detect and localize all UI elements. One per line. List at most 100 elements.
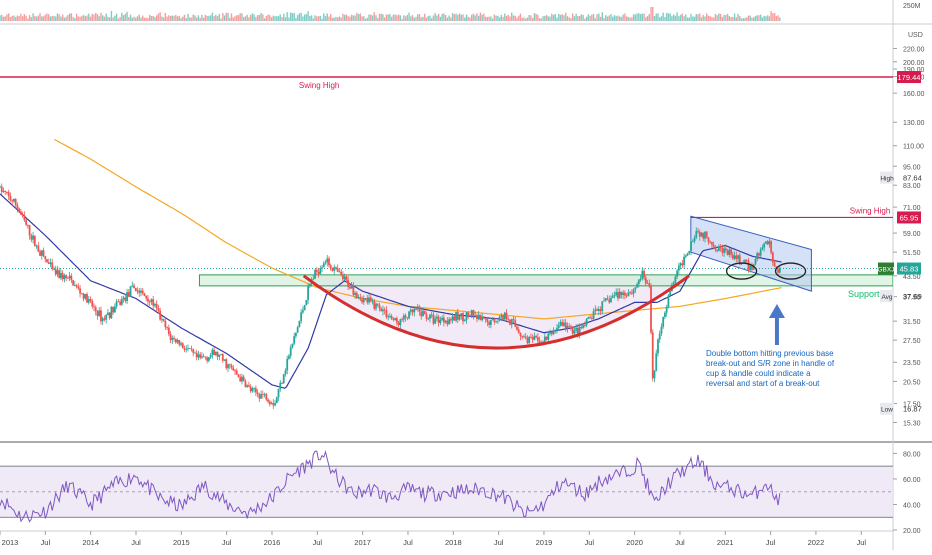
candle-body (65, 275, 68, 278)
price-tick-label: 15.30 (903, 420, 921, 427)
volume-bar (37, 15, 39, 21)
volume-bar (552, 14, 555, 21)
candle-body (415, 308, 417, 310)
candle-body (476, 315, 478, 319)
candle-body (677, 265, 680, 271)
candle-body (472, 310, 475, 316)
volume-bar (171, 15, 174, 21)
candle-body (347, 279, 350, 287)
candle-body (406, 317, 409, 319)
volume-bar (756, 15, 758, 21)
volume-bar (204, 14, 207, 21)
candle-body (528, 336, 531, 344)
volume-bar (458, 13, 461, 21)
volume-bar (417, 14, 419, 21)
support-zone[interactable] (198, 274, 893, 287)
price-tick-label: 110.00 (903, 144, 924, 151)
cup-arc[interactable] (302, 274, 690, 350)
candle-body (644, 277, 647, 284)
volume-bar (502, 16, 504, 21)
candle-body (768, 241, 771, 245)
volume-bar (709, 16, 711, 21)
candle-body (0, 186, 1, 188)
volume-bar (84, 16, 86, 21)
volume-bar (730, 17, 732, 21)
volume-bar (72, 17, 74, 21)
volume-bar (310, 15, 313, 21)
candle-body (416, 306, 419, 309)
candle-body (613, 295, 616, 297)
candle-body (498, 316, 501, 321)
annotation-text-line: cup & handle could indicate a (706, 369, 811, 378)
price-tick-label: 200.00 (903, 60, 925, 67)
candle-body (303, 305, 306, 311)
time-tick-label: Jul (675, 538, 685, 547)
volume-bar (249, 14, 252, 21)
candle-body (80, 293, 83, 295)
volume-bar (49, 16, 52, 21)
volume-bar (326, 13, 328, 21)
volume-bar (39, 13, 41, 21)
swing-high-price-value: 65.95 (900, 213, 919, 222)
volume-bar (450, 17, 452, 21)
candle-body (190, 348, 193, 350)
candle-body (467, 312, 470, 316)
candle-body (301, 310, 304, 313)
ticker-tag-bg (878, 262, 894, 275)
candle-body (122, 297, 125, 300)
volume-bar (385, 14, 388, 21)
volume-bar (712, 17, 715, 21)
candle-body (479, 314, 482, 321)
price-tick-label: 130.00 (903, 120, 925, 127)
avg-tag-label: Avg (881, 294, 892, 301)
volume-bar (95, 12, 97, 21)
volume-bar (749, 15, 751, 21)
candle-body (601, 301, 604, 312)
volume-bar (126, 11, 128, 21)
volume-bar (763, 15, 765, 21)
volume-bar (742, 18, 744, 21)
volume-bar (324, 16, 327, 21)
candle-body (282, 374, 285, 384)
double-bottom-ellipse-2[interactable] (774, 262, 807, 280)
candle-body (761, 247, 764, 250)
high-tag-label: High (880, 176, 894, 183)
candle-body (248, 385, 250, 387)
volume-bar (660, 16, 663, 21)
candle-body (37, 245, 40, 252)
volume-tick-label: 250M (903, 3, 921, 10)
volume-bar (472, 13, 475, 21)
volume-bar (53, 15, 55, 21)
volume-bar (723, 14, 725, 21)
candle-body (249, 386, 252, 392)
candle-body (521, 336, 524, 338)
candle-body (312, 278, 315, 280)
candle-body (274, 403, 276, 406)
candle-body (389, 316, 391, 317)
candle-body (256, 392, 259, 395)
time-tick-label: Jul (584, 538, 594, 547)
double-bottom-ellipse-1[interactable] (725, 262, 758, 280)
volume-bar (759, 14, 762, 21)
volume-bar (615, 16, 617, 21)
volume-bar (744, 18, 746, 21)
volume-bar (571, 13, 574, 21)
candle-body (117, 301, 120, 303)
rsi-tick-label: 80.00 (903, 451, 921, 458)
candle-body (141, 290, 144, 294)
candle-body (465, 312, 468, 320)
volume-bar (746, 17, 748, 21)
volume-bar (316, 16, 318, 21)
candle-body (187, 348, 189, 350)
volume-bar (753, 17, 755, 21)
volume-bar (613, 15, 616, 21)
time-tick-label: 2020 (626, 538, 643, 547)
candle-body (333, 267, 336, 271)
volume-bar (410, 16, 412, 21)
candle-body (519, 333, 522, 337)
candle-body (56, 270, 59, 275)
avg-tag-bg (880, 289, 894, 302)
volume-bar (465, 14, 468, 21)
swing-high-price-value: 179.44 (898, 73, 921, 82)
